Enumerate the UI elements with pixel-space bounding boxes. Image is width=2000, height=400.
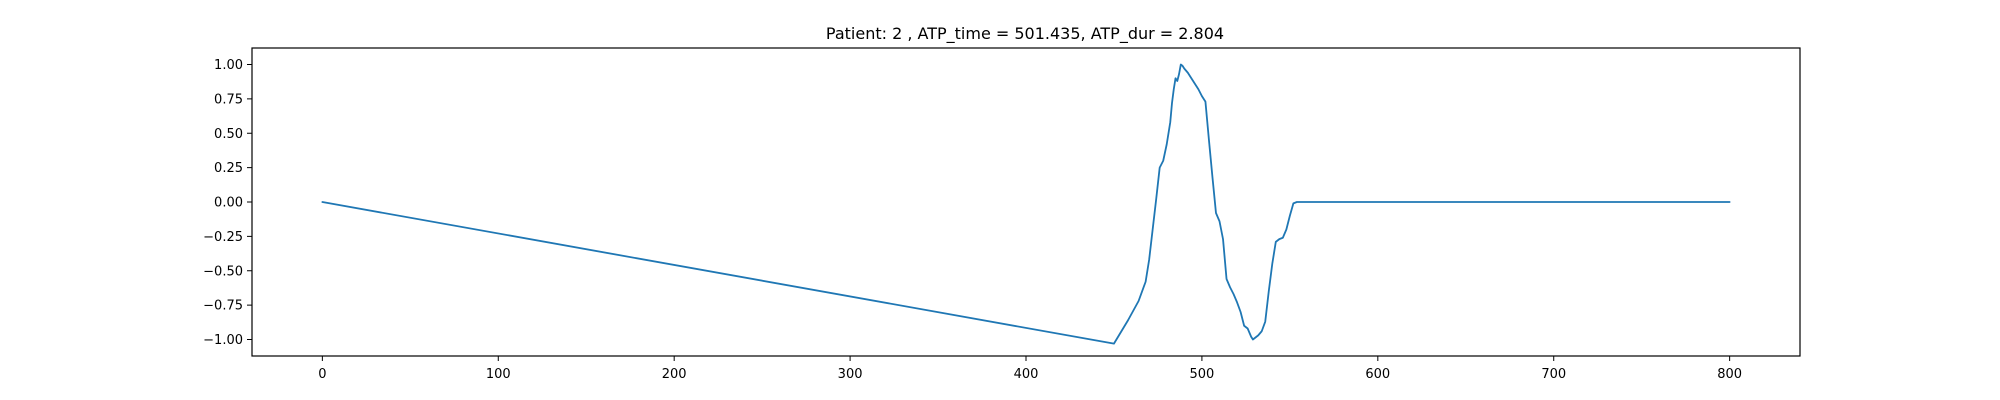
y-tick-label: 0.25 — [214, 161, 243, 176]
x-tick-label: 200 — [662, 367, 687, 382]
y-tick-label: 0.00 — [214, 196, 243, 211]
y-axis-ticks: 1.00 0.75 0.50 0.25 0.00 −0.25 −0.50 −0.75 −1.00 — [203, 58, 252, 348]
y-tick-label: −0.50 — [203, 264, 243, 279]
y-tick-label: 0.75 — [214, 92, 243, 107]
y-tick-label: −1.00 — [203, 333, 243, 348]
chart-title: Patient: 2 , ATP_time = 501.435, ATP_dur… — [826, 24, 1224, 44]
y-tick-label: 1.00 — [214, 58, 243, 73]
series-layer — [321, 63, 1731, 345]
x-tick-label: 300 — [838, 367, 863, 382]
y-tick-label: 0.50 — [214, 127, 243, 142]
x-tick-label: 800 — [1717, 367, 1742, 382]
plot-area-frame — [251, 47, 1801, 357]
x-tick-label: 700 — [1541, 367, 1566, 382]
x-tick-label: 100 — [486, 367, 511, 382]
x-tick-label: 0 — [318, 367, 326, 382]
x-tick-label: 600 — [1365, 367, 1390, 382]
x-tick-label: 500 — [1189, 367, 1214, 382]
y-tick-label: −0.75 — [203, 299, 243, 314]
x-axis-ticks: 0 100 200 300 400 500 600 700 800 — [318, 356, 1742, 382]
x-tick-label: 400 — [1014, 367, 1039, 382]
y-tick-label: −0.25 — [203, 230, 243, 245]
series-line-0 — [321, 63, 1731, 345]
